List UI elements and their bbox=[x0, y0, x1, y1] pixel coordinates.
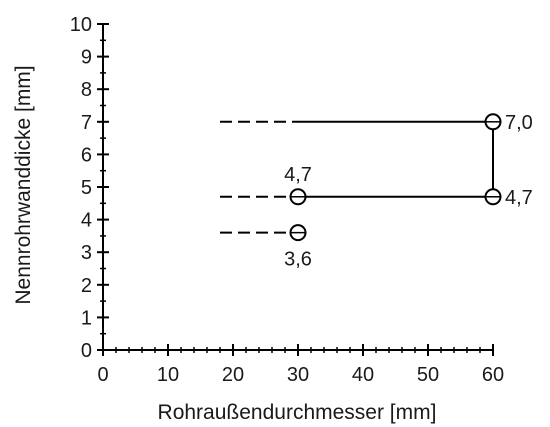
x-tick-label: 0 bbox=[97, 364, 108, 386]
data-label: 7,0 bbox=[505, 112, 533, 134]
x-axis-title: Rohraußendurchmesser [mm] bbox=[158, 401, 437, 424]
y-tick-label: 2 bbox=[81, 275, 92, 297]
y-tick-label: 8 bbox=[81, 79, 92, 101]
y-tick-label: 7 bbox=[81, 112, 92, 134]
plot-markers bbox=[289, 113, 502, 242]
y-tick-label: 0 bbox=[81, 340, 92, 362]
x-tick-label: 50 bbox=[417, 364, 439, 386]
y-tick-label: 4 bbox=[81, 210, 92, 232]
data-label: 4,7 bbox=[284, 164, 312, 186]
x-tick-label: 30 bbox=[287, 364, 309, 386]
x-tick-label: 40 bbox=[352, 364, 374, 386]
y-tick-label: 1 bbox=[81, 307, 92, 329]
x-tick-label: 60 bbox=[482, 364, 504, 386]
axes: 0 10 20 30 40 50 60 0 1 2 3 4 5 6 7 8 9 10 bbox=[70, 14, 504, 386]
data-label: 3,6 bbox=[284, 249, 312, 271]
axis-ticks: 0 10 20 30 40 50 60 0 1 2 3 4 5 6 7 8 9 10 bbox=[70, 14, 504, 386]
y-tick-label: 5 bbox=[81, 177, 92, 199]
y-axis-title: Nennrohrwanddicke [mm] bbox=[12, 65, 35, 304]
y-tick-label: 6 bbox=[81, 144, 92, 166]
y-tick-label: 10 bbox=[70, 14, 92, 36]
x-tick-label: 10 bbox=[157, 364, 179, 386]
plot-lines bbox=[220, 120, 494, 234]
data-label: 4,7 bbox=[505, 187, 533, 209]
x-tick-label: 20 bbox=[222, 364, 244, 386]
y-tick-label: 3 bbox=[81, 242, 92, 264]
y-tick-label: 9 bbox=[81, 47, 92, 69]
point-labels: 3,6 4,7 4,7 7,0 bbox=[284, 112, 533, 271]
